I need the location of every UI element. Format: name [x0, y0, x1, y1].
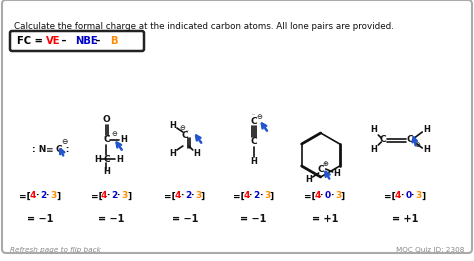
Text: ⊕: ⊕ — [323, 161, 328, 167]
Text: –: – — [58, 36, 70, 46]
Text: H: H — [103, 168, 110, 176]
Text: 3: 3 — [335, 192, 341, 200]
Text: ·: · — [117, 192, 120, 200]
Text: ··: ·· — [185, 128, 189, 133]
Text: Refresh page to flip back: Refresh page to flip back — [10, 247, 101, 253]
Text: ·: · — [190, 192, 193, 200]
Text: C: C — [318, 164, 324, 174]
Text: ·: · — [330, 192, 333, 200]
Text: ]: ] — [201, 192, 205, 200]
Text: C :: C : — [56, 145, 70, 155]
Text: 2: 2 — [185, 192, 191, 200]
FancyBboxPatch shape — [2, 0, 472, 253]
Text: 2: 2 — [40, 192, 46, 200]
Text: 3: 3 — [122, 192, 128, 200]
Text: H: H — [305, 175, 312, 183]
Text: ⋯: ⋯ — [104, 133, 109, 139]
Text: C: C — [103, 135, 109, 145]
Text: 2: 2 — [111, 192, 118, 200]
Text: C: C — [250, 138, 257, 146]
Text: ⊖: ⊖ — [256, 114, 263, 120]
Text: 4: 4 — [174, 192, 181, 200]
Text: ·: · — [319, 192, 323, 200]
Text: =[: =[ — [19, 192, 31, 200]
Text: H: H — [423, 126, 430, 134]
Text: NBE: NBE — [75, 36, 98, 46]
Text: H: H — [193, 149, 201, 157]
Text: = +1: = +1 — [311, 214, 338, 224]
Text: = −1: = −1 — [240, 214, 267, 224]
Text: C: C — [103, 155, 109, 163]
Text: C: C — [380, 135, 387, 145]
Text: ··: ·· — [252, 112, 255, 117]
Text: ]: ] — [340, 192, 345, 200]
Text: = −1: = −1 — [27, 214, 54, 224]
Text: 0: 0 — [325, 192, 331, 200]
Text: ⊖: ⊖ — [61, 138, 67, 146]
Text: 0: 0 — [405, 192, 411, 200]
Text: = −1: = −1 — [172, 214, 198, 224]
Text: FC =: FC = — [17, 36, 46, 46]
Text: ·: · — [259, 192, 262, 200]
Text: 2: 2 — [254, 192, 260, 200]
Text: H: H — [116, 155, 123, 163]
Text: ·: · — [180, 192, 183, 200]
Text: C: C — [250, 116, 257, 126]
Text: ⊕: ⊕ — [414, 142, 420, 148]
Text: =[: =[ — [384, 192, 396, 200]
FancyBboxPatch shape — [10, 31, 144, 51]
Text: ]: ] — [269, 192, 273, 200]
Text: 3: 3 — [51, 192, 57, 200]
Text: H: H — [423, 145, 430, 155]
Text: O: O — [102, 116, 110, 124]
Text: = +1: = +1 — [392, 214, 419, 224]
Text: =[: =[ — [164, 192, 176, 200]
Text: ]: ] — [127, 192, 131, 200]
Text: = −1: = −1 — [98, 214, 125, 224]
Text: =[: =[ — [304, 192, 316, 200]
Text: H: H — [250, 157, 257, 165]
Text: ⊖: ⊖ — [179, 125, 185, 131]
Text: H: H — [169, 121, 176, 129]
Text: ·: · — [35, 192, 38, 200]
Text: Calculate the formal charge at the indicated carbon atoms. All lone pairs are pr: Calculate the formal charge at the indic… — [14, 22, 394, 31]
Text: ≡: ≡ — [45, 145, 52, 155]
Text: 4: 4 — [243, 192, 250, 200]
Text: : N: : N — [32, 145, 46, 155]
Text: C: C — [407, 135, 414, 145]
Text: 4: 4 — [395, 192, 401, 200]
Text: ]: ] — [56, 192, 60, 200]
Text: 4: 4 — [314, 192, 321, 200]
Text: H: H — [120, 135, 127, 145]
Text: H: H — [94, 155, 101, 163]
Text: ⊖: ⊖ — [111, 131, 118, 137]
Text: =[: =[ — [233, 192, 245, 200]
Text: H: H — [169, 149, 176, 157]
Text: VE: VE — [46, 36, 61, 46]
Text: 4: 4 — [30, 192, 36, 200]
Text: H: H — [333, 169, 340, 177]
Text: 4: 4 — [101, 192, 108, 200]
Text: –: – — [92, 36, 104, 46]
Text: 3: 3 — [264, 192, 270, 200]
Text: H: H — [370, 126, 377, 134]
Text: 3: 3 — [416, 192, 422, 200]
Text: B: B — [110, 36, 117, 46]
Text: 3: 3 — [195, 192, 201, 200]
Text: ·: · — [248, 192, 252, 200]
Text: ·: · — [400, 192, 403, 200]
Text: =[: =[ — [91, 192, 102, 200]
Text: ·: · — [106, 192, 109, 200]
Text: C: C — [182, 130, 188, 139]
Text: ·: · — [410, 192, 414, 200]
Text: ]: ] — [421, 192, 425, 200]
Text: ·: · — [46, 192, 49, 200]
Text: H: H — [370, 145, 377, 155]
Text: MOC Quiz ID: 2308: MOC Quiz ID: 2308 — [396, 247, 464, 253]
